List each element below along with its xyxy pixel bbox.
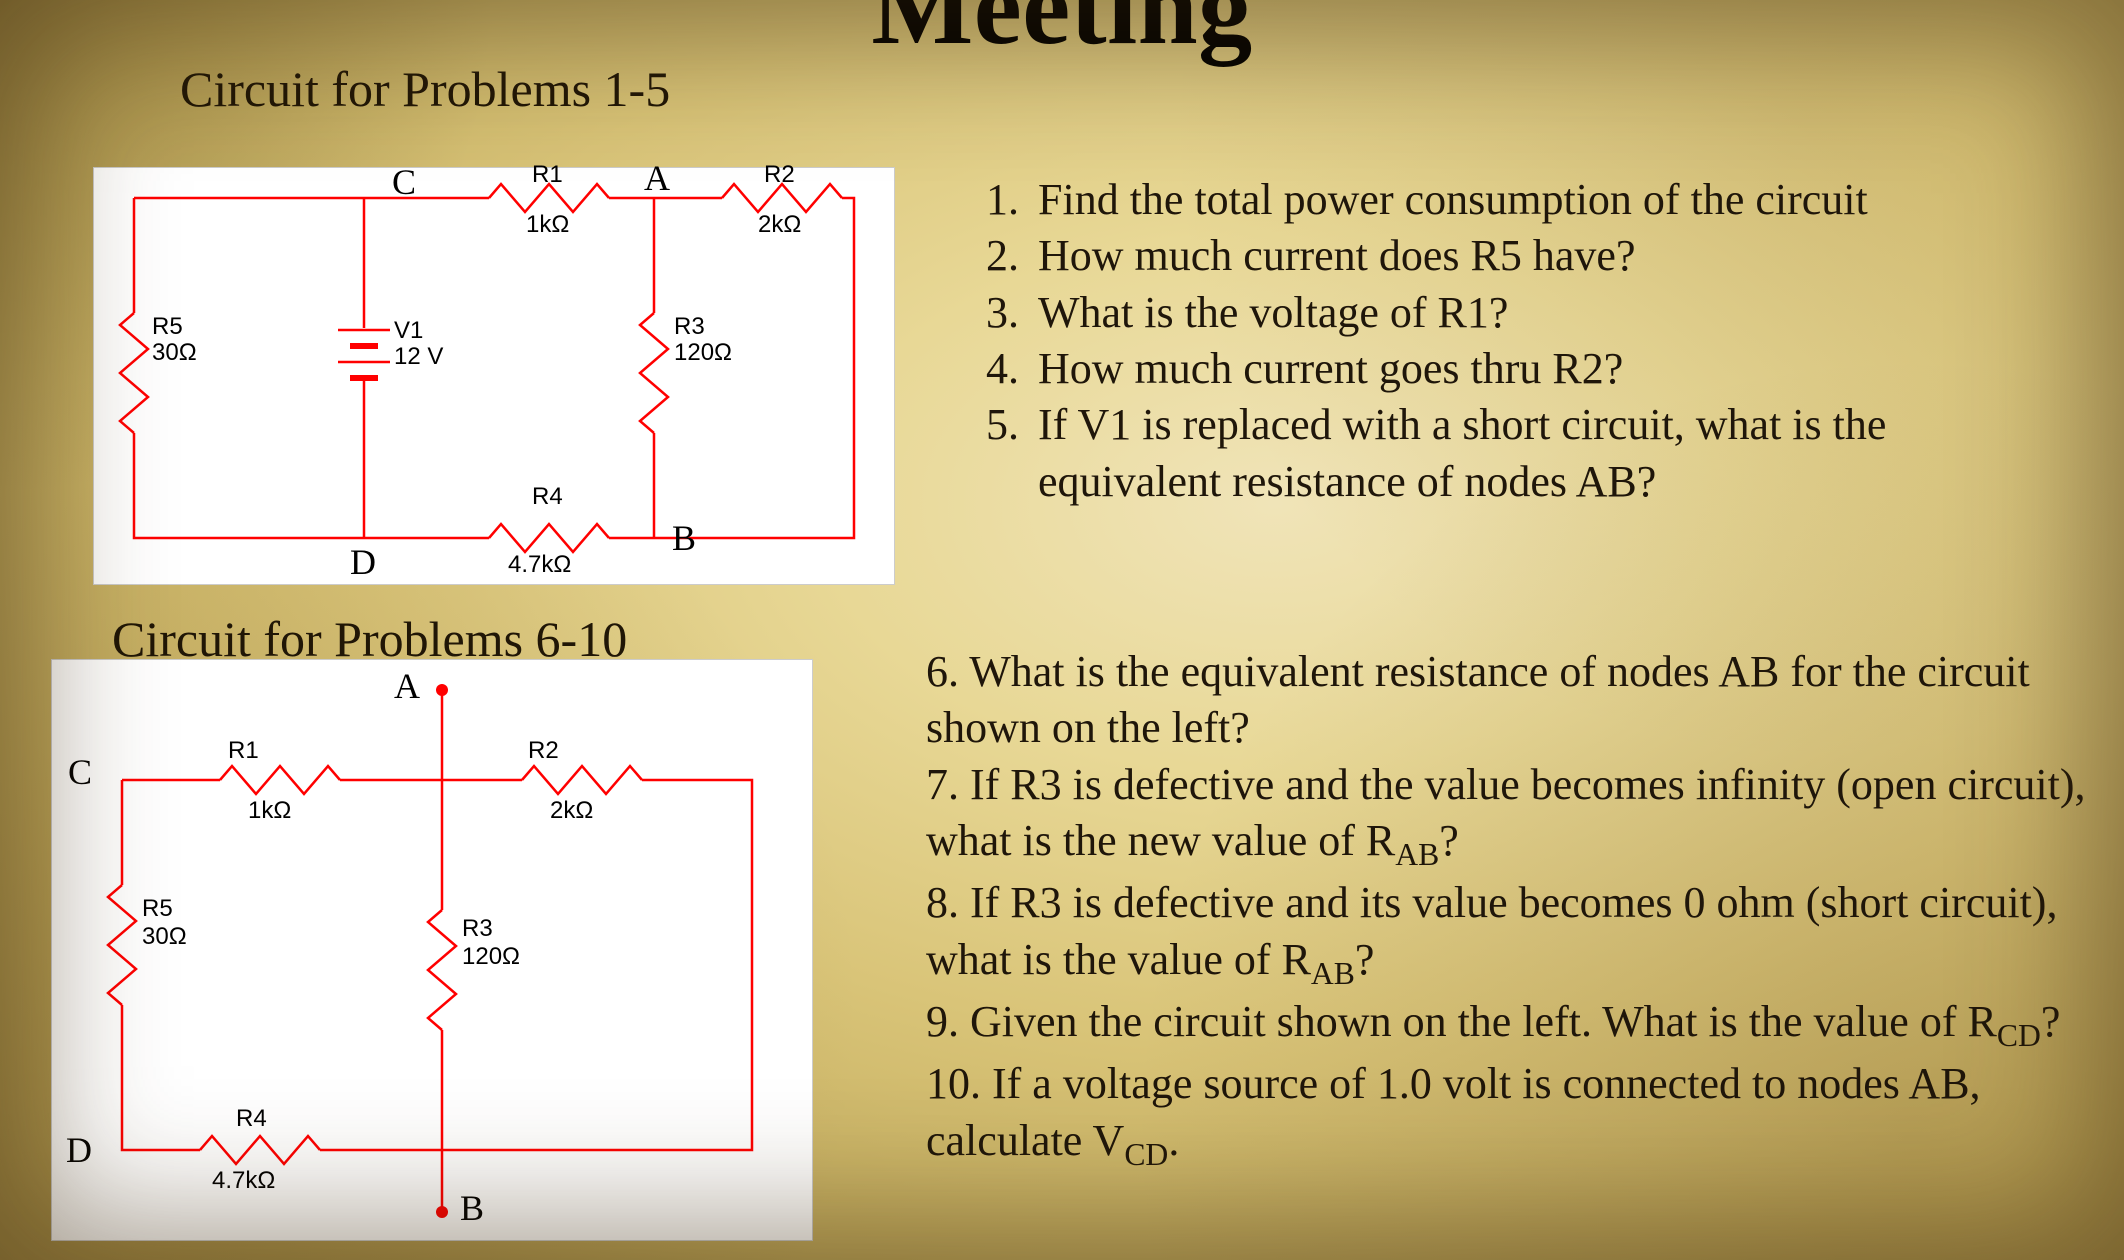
section-label-1: Circuit for Problems 1-5 [180,60,670,118]
c2-node-B-dot [436,1206,448,1218]
c1-node-A: A [644,160,670,198]
c2-R1-name: R1 [228,738,259,763]
c2-R5-name: R5 [142,896,173,921]
c1-R1-name: R1 [532,162,563,187]
c2-node-A-dot [436,684,448,696]
c2-R3-val: 120Ω [462,944,520,969]
c1-R5-val: 30Ω [152,340,197,365]
c1-node-D: D [350,544,376,582]
c1-V1-name: V1 [394,318,423,343]
circuit-2-wires [52,660,812,1240]
c1-V1-val: 12 V [394,344,443,369]
c2-R2-name: R2 [528,738,559,763]
c2-R5-val: 30Ω [142,924,187,949]
c1-R3-val: 120Ω [674,340,732,365]
c1-node-C: C [392,164,416,202]
c2-node-A: A [394,668,420,706]
questions-2: 6. What is the equivalent resistance of … [926,644,2106,1175]
q8: 8. If R3 is defective and its value beco… [926,875,2106,994]
c2-R4-name: R4 [236,1106,267,1131]
c1-R2-val: 2kΩ [758,212,801,237]
q3: What is the voltage of R1? [1030,285,2078,341]
c2-R1-val: 1kΩ [248,798,291,823]
q1: Find the total power consumption of the … [1030,172,2078,228]
q2: How much current does R5 have? [1030,228,2078,284]
circuit-1: C A B D R1 1kΩ R2 2kΩ R3 120Ω R4 4.7kΩ R… [94,168,894,584]
c2-R4-val: 4.7kΩ [212,1168,275,1193]
c1-R3-name: R3 [674,314,705,339]
q4: How much current goes thru R2? [1030,341,2078,397]
c1-R1-val: 1kΩ [526,212,569,237]
c1-R5-name: R5 [152,314,183,339]
q5: If V1 is replaced with a short circuit, … [1030,397,2078,510]
c1-R4-name: R4 [532,484,563,509]
q6: 6. What is the equivalent resistance of … [926,644,2106,757]
circuit-2: A B C D R1 1kΩ R2 2kΩ R3 120Ω R4 4.7kΩ R… [52,660,812,1240]
c2-node-D: D [66,1132,92,1170]
c1-R2-name: R2 [764,162,795,187]
c2-node-C: C [68,754,92,792]
c2-R3-name: R3 [462,916,493,941]
c2-node-B: B [460,1190,484,1228]
q9: 9. Given the circuit shown on the left. … [926,994,2106,1056]
c1-R4-val: 4.7kΩ [508,552,571,577]
q7: 7. If R3 is defective and the value beco… [926,757,2106,876]
c1-node-B: B [672,520,696,558]
c2-R2-val: 2kΩ [550,798,593,823]
questions-1: Find the total power consumption of the … [958,172,2078,510]
q10: 10. If a voltage source of 1.0 volt is c… [926,1056,2106,1175]
